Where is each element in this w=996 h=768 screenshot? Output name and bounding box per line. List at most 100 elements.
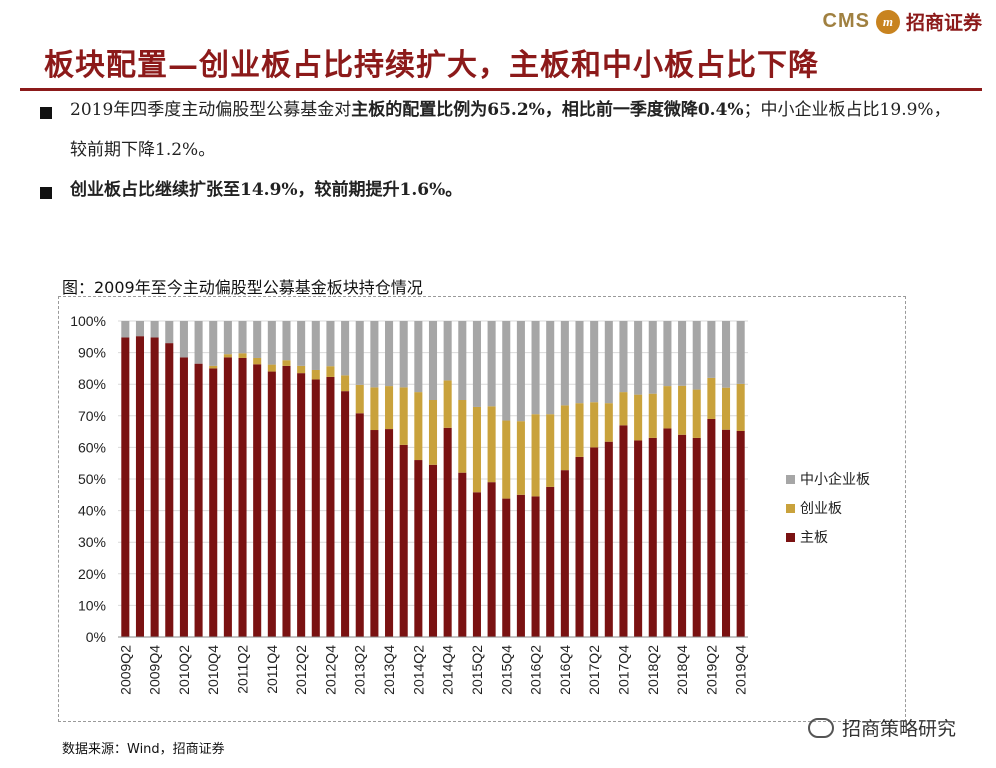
bar-中小企业板-2011Q4 xyxy=(267,321,276,365)
bar-创业板-2013Q2 xyxy=(355,384,364,414)
bar-中小企业板-2015Q4 xyxy=(502,321,511,421)
x-tick-label: 2009Q4 xyxy=(147,645,163,695)
bullet-square-icon xyxy=(40,187,52,199)
bar-主板-2012Q1 xyxy=(282,365,291,637)
bar-中小企业板-2015Q1 xyxy=(458,321,467,400)
bar-创业板-2016Q2 xyxy=(531,414,540,497)
bar-创业板-2014Q3 xyxy=(428,400,438,465)
bar-主板-2019Q4 xyxy=(736,430,745,637)
bar-中小企业板-2012Q1 xyxy=(282,321,291,361)
x-tick-label: 2015Q4 xyxy=(498,645,514,695)
x-tick-label: 2016Q2 xyxy=(528,645,544,695)
bar-主板-2018Q4 xyxy=(678,434,687,637)
bar-主板-2011Q4 xyxy=(267,371,276,637)
bar-中小企业板-2019Q4 xyxy=(736,321,745,384)
bar-创业板-2011Q3 xyxy=(253,357,262,365)
bar-中小企业板-2011Q2 xyxy=(238,321,247,354)
bar-中小企业板-2012Q3 xyxy=(311,321,320,370)
bar-创业板-2019Q2 xyxy=(707,377,716,419)
chart-bars xyxy=(121,321,745,637)
bar-创业板-2015Q4 xyxy=(502,420,511,499)
x-tick-label: 2018Q2 xyxy=(645,645,661,695)
bar-主板-2015Q1 xyxy=(458,472,467,637)
bar-创业板-2018Q3 xyxy=(663,386,672,429)
bar-主板-2019Q1 xyxy=(692,437,701,637)
bar-中小企业板-2017Q4 xyxy=(619,321,628,393)
bar-主板-2011Q1 xyxy=(223,357,232,637)
watermark-text: 招商策略研究 xyxy=(841,718,956,740)
chart-frame xyxy=(58,296,906,722)
bullet-text: 创业板占比继续扩张至14.9%，较前期提升1.6%。 xyxy=(70,170,462,210)
bar-创业板-2018Q1 xyxy=(634,394,643,441)
bar-中小企业板-2017Q2 xyxy=(590,321,599,403)
y-tick-label: 80% xyxy=(78,376,106,392)
legend-label: 创业板 xyxy=(800,500,842,516)
y-tick-label: 40% xyxy=(78,503,106,519)
bar-主板-2017Q2 xyxy=(590,447,599,637)
bar-创业板-2013Q1 xyxy=(341,375,350,392)
x-tick-label: 2014Q2 xyxy=(410,645,426,695)
bar-创业板-2011Q2 xyxy=(238,353,247,358)
bar-中小企业板-2009Q3 xyxy=(135,321,145,337)
bar-主板-2013Q1 xyxy=(341,391,350,637)
bar-主板-2010Q2 xyxy=(179,357,188,637)
bar-中小企业板-2010Q4 xyxy=(209,321,218,366)
bar-主板-2017Q3 xyxy=(604,441,613,637)
bar-中小企业板-2014Q2 xyxy=(414,321,423,393)
bar-主板-2014Q4 xyxy=(443,427,452,637)
brand-emblem-icon: m xyxy=(875,9,900,34)
bar-创业板-2012Q4 xyxy=(326,366,335,377)
x-tick-label: 2012Q4 xyxy=(322,645,338,695)
x-tick-label: 2015Q2 xyxy=(469,645,485,695)
y-tick-label: 0% xyxy=(86,629,106,645)
bar-中小企业板-2019Q2 xyxy=(707,321,716,378)
bar-主板-2013Q3 xyxy=(370,430,379,637)
y-tick-label: 30% xyxy=(78,534,106,550)
x-tick-label: 2013Q2 xyxy=(352,645,368,695)
bar-中小企业板-2014Q3 xyxy=(428,321,438,400)
bar-中小企业板-2013Q3 xyxy=(370,321,379,388)
title-divider xyxy=(20,88,982,91)
data-source: 数据来源：Wind，招商证券 xyxy=(62,742,225,757)
legend-swatch xyxy=(786,475,795,484)
bar-中小企业板-2019Q1 xyxy=(692,321,701,390)
bar-创业板-2016Q3 xyxy=(546,414,555,487)
x-axis: 2009Q2 2009Q4 2010Q2 2010Q4 2011Q2 2011Q4 2012… xyxy=(117,636,749,695)
bar-主板-2015Q3 xyxy=(487,482,496,637)
y-tick-label: 100% xyxy=(70,313,106,329)
bar-中小企业板-2014Q4 xyxy=(443,321,452,381)
legend-swatch xyxy=(786,533,795,542)
x-tick-label: 2011Q2 xyxy=(235,645,251,694)
bar-创业板-2012Q1 xyxy=(282,360,291,366)
x-tick-label: 2010Q4 xyxy=(205,645,221,695)
bar-主板-2014Q3 xyxy=(428,464,438,637)
bar-中小企业板-2016Q4 xyxy=(560,321,569,406)
bar-中小企业板-2018Q3 xyxy=(663,321,672,387)
bar-主板-2011Q3 xyxy=(253,364,262,637)
x-tick-label: 2011Q4 xyxy=(264,645,280,694)
bar-创业板-2016Q4 xyxy=(560,405,569,471)
bar-创业板-2010Q4 xyxy=(209,365,218,369)
brand-name: 招商证券 xyxy=(905,12,982,34)
bar-主板-2016Q3 xyxy=(546,486,555,637)
bar-中小企业板-2015Q2 xyxy=(472,321,481,407)
bar-主板-2015Q2 xyxy=(472,492,481,637)
x-tick-label: 2016Q4 xyxy=(557,645,573,695)
chart-title: 图：2009年至今主动偏股型公募基金板块持仓情况 xyxy=(62,278,423,297)
bullet-text-bold: 创业板占比继续扩张至14.9%，较前期提升1.6%。 xyxy=(70,180,463,200)
bar-中小企业板-2013Q4 xyxy=(385,321,394,387)
bar-创业板-2014Q4 xyxy=(443,380,452,428)
bar-创业板-2019Q3 xyxy=(721,387,731,430)
bar-中小企业板-2010Q3 xyxy=(194,321,203,364)
bar-中小企业板-2011Q1 xyxy=(223,321,232,355)
bar-创业板-2018Q4 xyxy=(678,385,687,435)
y-tick-label: 10% xyxy=(78,597,106,613)
y-tick-label: 20% xyxy=(78,566,106,582)
bar-中小企业板-2012Q4 xyxy=(326,321,335,367)
bar-主板-2010Q4 xyxy=(209,368,218,637)
bar-主板-2012Q2 xyxy=(297,373,306,637)
bar-创业板-2017Q1 xyxy=(575,403,584,457)
bar-中小企业板-2017Q1 xyxy=(575,321,584,404)
bar-创业板-2017Q3 xyxy=(604,403,613,442)
